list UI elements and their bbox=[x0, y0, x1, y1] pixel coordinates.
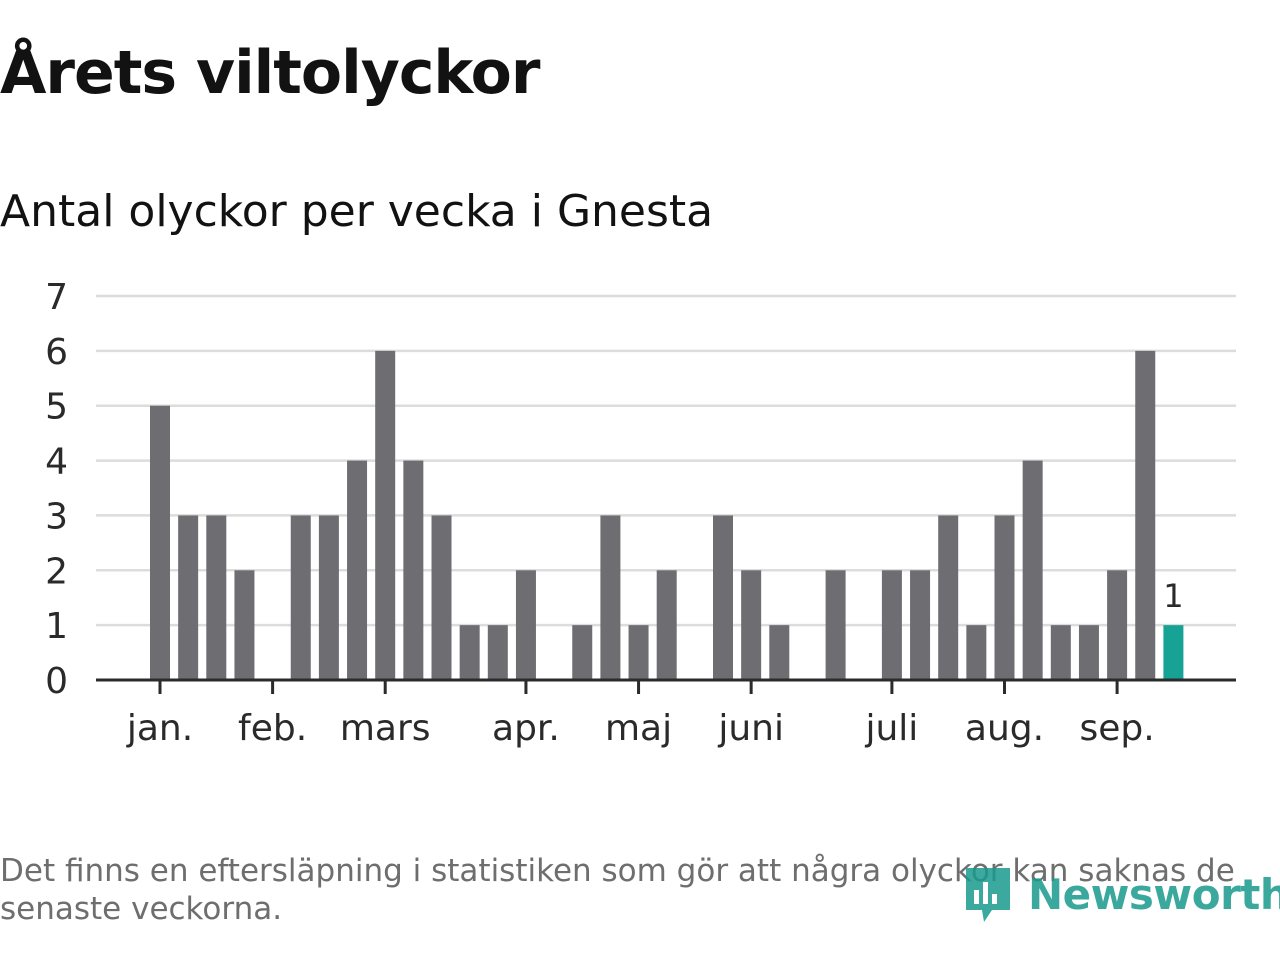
bar bbox=[994, 515, 1015, 680]
bar bbox=[1135, 350, 1156, 680]
y-axis-ticks: 0 1 2 3 4 5 6 7 bbox=[45, 277, 68, 702]
bar bbox=[487, 625, 508, 680]
bar bbox=[628, 625, 649, 680]
bar bbox=[515, 570, 536, 680]
bar bbox=[1107, 570, 1128, 680]
footnote: Det finns en eftersläpning i statistiken… bbox=[0, 853, 1235, 927]
brand-name: Newsworthy bbox=[1028, 869, 1280, 919]
bar bbox=[1078, 625, 1099, 680]
bar bbox=[150, 405, 170, 680]
bar bbox=[1022, 460, 1043, 680]
bar bbox=[318, 515, 339, 680]
bar bbox=[938, 515, 959, 680]
chart-subtitle: Antal olyckor per vecka i Gnesta bbox=[0, 186, 714, 237]
bar bbox=[375, 350, 396, 680]
y-tick-label: 0 bbox=[45, 661, 68, 702]
brand-logo: Newsworthy bbox=[962, 862, 1280, 926]
bar-chart: 0 1 2 3 4 5 6 7 jan. feb. mars apr. maj juni juli aug.… bbox=[45, 277, 1236, 749]
chart-title: Årets viltolyckor bbox=[0, 38, 540, 108]
x-axis-ticks: jan. feb. mars apr. maj juni juli aug. sep. bbox=[126, 680, 1155, 749]
bar bbox=[572, 625, 593, 680]
x-tick-label: juli bbox=[864, 708, 918, 749]
x-tick-label: apr. bbox=[492, 708, 560, 749]
bar-highlight bbox=[1163, 625, 1184, 680]
x-tick-label: juni bbox=[717, 708, 784, 749]
bar bbox=[403, 460, 424, 680]
bar bbox=[741, 570, 762, 680]
x-tick-label: maj bbox=[605, 708, 672, 749]
x-tick-label: aug. bbox=[965, 708, 1044, 749]
data-label: 1 bbox=[1163, 577, 1183, 615]
bar bbox=[656, 570, 677, 680]
gridlines bbox=[96, 294, 1236, 627]
y-tick-label: 7 bbox=[45, 277, 68, 318]
bar bbox=[600, 515, 621, 680]
bars bbox=[150, 350, 1184, 680]
bar bbox=[713, 515, 733, 680]
bar bbox=[431, 515, 452, 680]
bar bbox=[769, 625, 790, 680]
y-tick-label: 3 bbox=[45, 496, 68, 537]
x-tick-label: mars bbox=[340, 708, 431, 749]
bar bbox=[966, 625, 987, 680]
bar bbox=[290, 515, 311, 680]
bar bbox=[1050, 625, 1071, 680]
data-labels: 1 bbox=[1163, 577, 1183, 615]
bar bbox=[234, 570, 255, 680]
bar bbox=[910, 570, 931, 680]
y-tick-label: 6 bbox=[45, 332, 68, 373]
y-tick-label: 2 bbox=[45, 551, 68, 592]
x-tick-label: sep. bbox=[1079, 708, 1154, 749]
y-tick-label: 4 bbox=[45, 442, 68, 483]
y-tick-label: 1 bbox=[45, 606, 68, 647]
bar bbox=[206, 515, 227, 680]
x-tick-label: jan. bbox=[126, 708, 193, 749]
y-tick-label: 5 bbox=[45, 387, 68, 428]
x-tick-label: feb. bbox=[238, 708, 307, 749]
newsworthy-logo-icon bbox=[966, 868, 1010, 922]
bar bbox=[178, 515, 199, 680]
bar bbox=[825, 570, 846, 680]
bar bbox=[881, 570, 902, 680]
bar bbox=[459, 625, 480, 680]
bar bbox=[347, 460, 368, 680]
